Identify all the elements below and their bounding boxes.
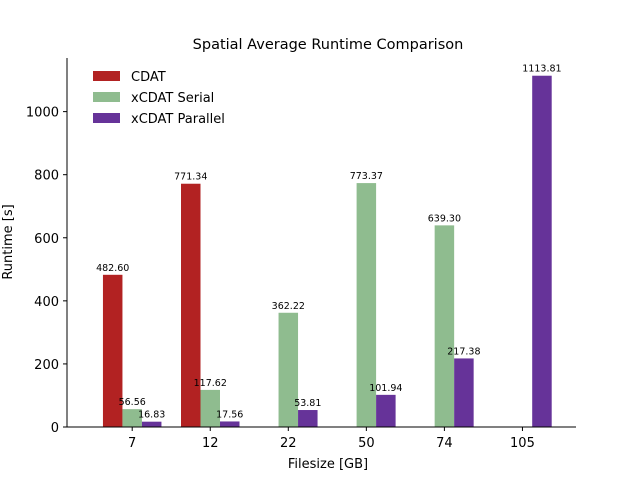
x-tick-label-74: 74 (436, 436, 453, 451)
value-label-xcdat-serial-7: 56.56 (119, 397, 146, 408)
y-axis-label: Runtime [s] (1, 204, 16, 279)
x-ticks-layer: 7 12 22 50 74 105 (128, 427, 535, 451)
value-label-xcdat-serial-74: 639.30 (428, 213, 461, 224)
y-ticks-layer: 0 200 400 600 800 1000 (26, 106, 67, 436)
legend: CDAT xCDAT Serial xCDAT Parallel (93, 70, 225, 127)
value-label-xcdat-parallel-105: 1113.81 (522, 64, 561, 75)
x-tick-label-50: 50 (358, 436, 375, 451)
y-tick-label-600: 600 (34, 232, 59, 247)
y-tick-label-1000: 1000 (26, 106, 59, 121)
bar-xcdat-serial-7 (122, 409, 142, 427)
bar-xcdat-parallel-105 (532, 75, 552, 427)
y-tick-label-800: 800 (34, 169, 59, 184)
legend-swatch-xcdat-parallel (93, 113, 120, 123)
x-axis-label: Filesize [GB] (288, 457, 368, 472)
value-label-xcdat-parallel-7: 16.83 (138, 410, 165, 421)
value-label-cdat-12: 771.34 (174, 172, 207, 183)
value-labels-layer: 482.60 771.34 56.56 117.62 362.22 773.37 639.3… (96, 64, 562, 421)
bar-cdat-12 (181, 183, 201, 427)
value-label-xcdat-serial-12: 117.62 (194, 378, 227, 389)
bar-xcdat-serial-12 (200, 389, 220, 427)
x-tick-label-7: 7 (128, 436, 136, 451)
y-tick-label-200: 200 (34, 358, 59, 373)
legend-swatch-cdat (93, 71, 120, 81)
bars-layer (102, 75, 552, 427)
legend-swatch-xcdat-serial (93, 92, 120, 102)
chart-title: Spatial Average Runtime Comparison (193, 37, 464, 53)
legend-label-xcdat-parallel: xCDAT Parallel (131, 112, 225, 127)
x-tick-label-105: 105 (510, 436, 535, 451)
bar-xcdat-serial-50 (356, 183, 377, 427)
x-tick-label-12: 12 (202, 436, 219, 451)
bar-xcdat-parallel-50 (376, 394, 396, 427)
value-label-xcdat-serial-22: 362.22 (272, 301, 305, 312)
bar-xcdat-parallel-22 (298, 410, 318, 427)
y-tick-label-400: 400 (34, 295, 59, 310)
value-label-xcdat-serial-50: 773.37 (350, 171, 383, 182)
legend-label-xcdat-serial: xCDAT Serial (131, 91, 214, 106)
bar-xcdat-parallel-74 (454, 358, 474, 427)
bar-cdat-7 (102, 274, 123, 427)
bar-xcdat-parallel-12 (220, 421, 240, 427)
bar-xcdat-parallel-7 (141, 421, 162, 427)
x-tick-label-22: 22 (280, 436, 297, 451)
value-label-cdat-7: 482.60 (96, 263, 129, 274)
value-label-xcdat-parallel-74: 217.38 (447, 346, 480, 357)
bar-xcdat-serial-74 (434, 225, 455, 427)
legend-label-cdat: CDAT (131, 70, 166, 85)
value-label-xcdat-parallel-50: 101.94 (369, 383, 402, 394)
value-label-xcdat-parallel-12: 17.56 (216, 409, 243, 420)
bar-xcdat-serial-22 (278, 312, 299, 427)
y-tick-label-0: 0 (51, 421, 59, 436)
value-label-xcdat-parallel-22: 53.81 (294, 398, 321, 409)
